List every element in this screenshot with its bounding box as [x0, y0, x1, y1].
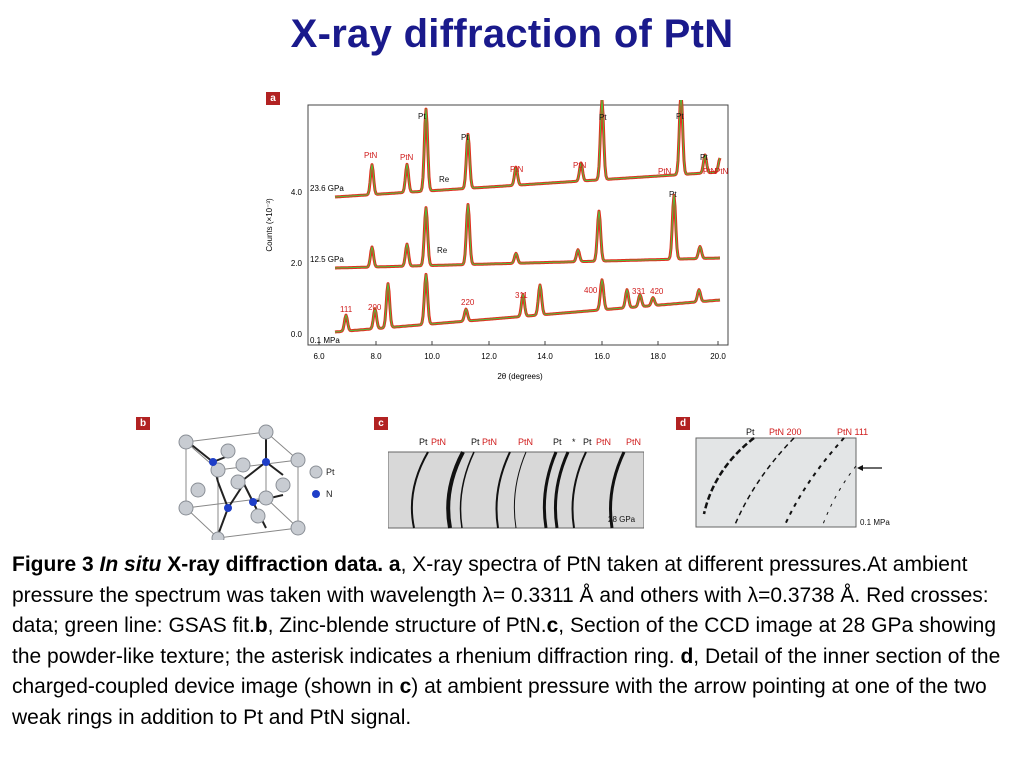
zinc-blende-structure: Pt N [178, 424, 335, 540]
caption-fig: Figure 3 [12, 553, 94, 576]
hkl-label: 111 [340, 305, 353, 314]
ytick-label: 4.0 [291, 188, 303, 197]
peak-label: PtN [400, 153, 414, 162]
ring-label: Pt [419, 437, 428, 447]
pressure-label: 0.1 MPa [310, 336, 340, 345]
pressure-label: 23.6 GPa [310, 184, 344, 193]
legend-n: N [326, 489, 333, 499]
peak-label: Pt [669, 190, 677, 199]
xtick-label: 20.0 [710, 352, 726, 361]
panel-d-label: d [676, 417, 690, 430]
ring-label: Pt [583, 437, 592, 447]
ring-label: PtN [482, 437, 497, 447]
panel-b-label: b [136, 417, 150, 430]
ring-label: Pt [471, 437, 480, 447]
hkl-label: 220 [461, 298, 475, 307]
ccd-image-28gpa: Pt PtN Pt PtN PtN Pt * Pt PtN PtN 28 GPa [388, 437, 644, 529]
peak-label: PtN [573, 161, 587, 170]
ring-label: PtN 200 [769, 427, 802, 437]
caption-text: ) at ambient pressure with the arrow poi… [12, 675, 987, 729]
pressure-label: 28 GPa [608, 515, 636, 524]
page-title: X-ray diffraction of PtN [290, 12, 734, 56]
xtick-label: 16.0 [594, 352, 610, 361]
caption-d: d [680, 644, 694, 668]
caption-text: , Zinc-blende structure of PtN. [267, 614, 547, 637]
caption-b: b [254, 614, 268, 637]
caption-c: c [546, 614, 559, 637]
ring-label: PtN [518, 437, 533, 447]
xtick-label: 8.0 [370, 352, 382, 361]
peak-label: Pt [461, 133, 469, 142]
peak-label: Pt [418, 112, 426, 121]
ring-label: PtN 111 [837, 427, 868, 437]
peak-label: PtN [658, 167, 672, 176]
peak-label: PtN [703, 167, 717, 176]
pressure-label: 0.1 MPa [860, 518, 890, 527]
panel-a-label: a [266, 92, 280, 105]
legend-pt: Pt [326, 467, 335, 477]
y-axis-label: Counts (×10⁻³) [265, 198, 274, 252]
hkl-label: 420 [650, 287, 664, 296]
peak-label: PtN [510, 165, 524, 174]
peak-label: Pt [676, 112, 684, 121]
peak-label: PtN [715, 167, 729, 176]
xrd-spectra-chart: 6.0 8.0 10.0 12.0 14.0 16.0 18.0 20.0 0.… [265, 100, 729, 381]
ring-label: PtN [596, 437, 611, 447]
xtick-label: 12.0 [481, 352, 497, 361]
ring-label: PtN [431, 437, 446, 447]
peak-label: Re [437, 246, 448, 255]
asterisk-label: * [572, 437, 576, 447]
panel-c-label: c [374, 417, 388, 430]
xtick-label: 14.0 [537, 352, 553, 361]
xtick-label: 18.0 [650, 352, 666, 361]
ytick-label: 2.0 [291, 259, 303, 268]
caption-text: , X-ray spectra of PtN taken at differen… [12, 553, 989, 637]
peak-label: Pt [599, 113, 607, 122]
peak-label: Pt [700, 153, 708, 162]
ytick-label: 0.0 [291, 330, 303, 339]
hkl-label: 311 [515, 291, 528, 300]
xtick-label: 6.0 [313, 352, 325, 361]
caption-c-ref: c [399, 675, 412, 698]
ring-label: Pt [746, 427, 755, 437]
caption-insitu: In situ [99, 553, 162, 576]
caption-text: , Section of the CCD image at 28 GPa sho… [12, 614, 997, 668]
peak-label: Re [439, 175, 450, 184]
x-axis-label: 2θ (degrees) [497, 372, 543, 381]
hkl-label: 400 [584, 286, 598, 295]
hkl-label: 331 [632, 287, 646, 296]
caption-text: , Detail of the inner section of the cha… [12, 644, 1001, 699]
ring-label: PtN [626, 437, 641, 447]
ring-label: Pt [553, 437, 562, 447]
pressure-label: 12.5 GPa [310, 255, 344, 264]
ccd-detail-ambient: Pt PtN 200 PtN 111 0.1 MPa [695, 427, 890, 528]
caption-a: a [388, 553, 401, 576]
x-ticks [318, 341, 719, 345]
caption-heading: X-ray diffraction data. [161, 553, 389, 576]
peak-label: PtN [364, 151, 378, 160]
hkl-label: 200 [368, 303, 382, 312]
figure-caption: Figure 3 In situ X-ray diffraction data.… [12, 550, 1012, 733]
xtick-label: 10.0 [424, 352, 440, 361]
